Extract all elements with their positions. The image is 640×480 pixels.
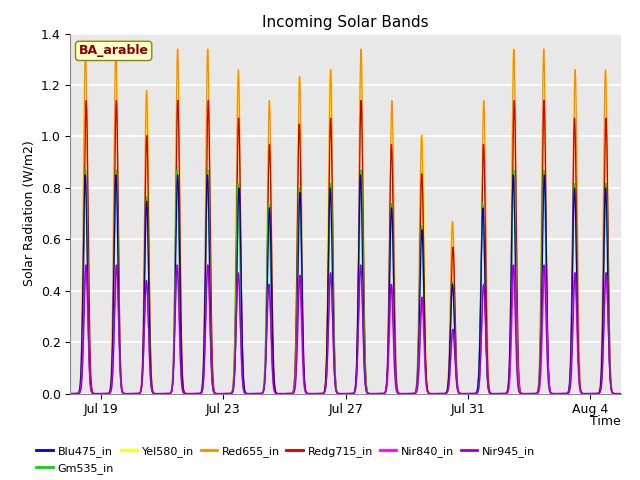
Y-axis label: Solar Radiation (W/m2): Solar Radiation (W/m2) bbox=[22, 141, 35, 287]
Text: BA_arable: BA_arable bbox=[79, 44, 148, 58]
Title: Incoming Solar Bands: Incoming Solar Bands bbox=[262, 15, 429, 30]
Legend: Blu475_in, Gm535_in, Yel580_in, Red655_in, Redg715_in, Nir840_in, Nir945_in: Blu475_in, Gm535_in, Yel580_in, Red655_i… bbox=[32, 442, 540, 478]
Text: Time: Time bbox=[590, 415, 621, 428]
